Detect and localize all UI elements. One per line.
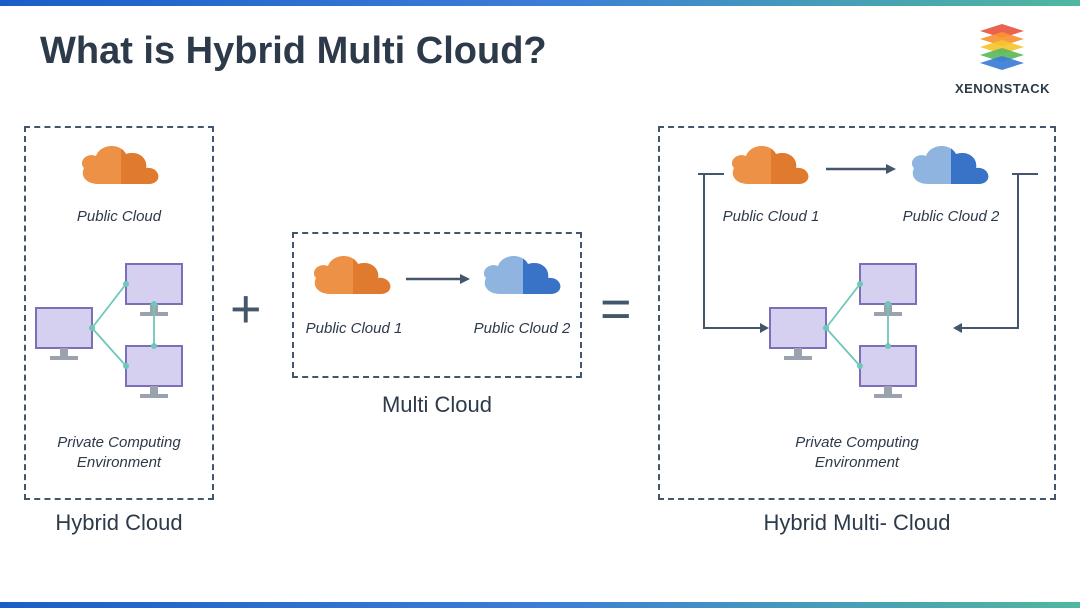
- multi-panel-title: Multi Cloud: [292, 392, 582, 418]
- stack-icon: [970, 18, 1034, 72]
- arrow-icon: [404, 272, 472, 286]
- page-title: What is Hybrid Multi Cloud?: [40, 30, 547, 73]
- multi-panel: Public Cloud 1 Public Cloud 2: [292, 232, 582, 378]
- brand-logo: XENONSTACK: [955, 18, 1050, 96]
- plus-operator: +: [230, 278, 262, 340]
- cloud-icon: [478, 250, 568, 310]
- result-panel: Public Cloud 1 Public Cloud 2 Private Co…: [658, 126, 1056, 500]
- equals-operator: =: [600, 278, 632, 340]
- result-panel-title: Hybrid Multi- Cloud: [658, 510, 1056, 536]
- private-env-label-1: Private Computing: [26, 434, 212, 451]
- top-accent-bar: [0, 0, 1080, 6]
- multi-cloud2-label: Public Cloud 2: [462, 320, 582, 337]
- cloud-icon: [76, 140, 166, 200]
- brand-name: XENONSTACK: [955, 81, 1050, 96]
- private-env-icon: [768, 258, 958, 428]
- private-env-label-2: Environment: [26, 454, 212, 471]
- hybrid-panel-title: Hybrid Cloud: [24, 510, 214, 536]
- multi-cloud1-label: Public Cloud 1: [294, 320, 414, 337]
- private-env-icon: [34, 258, 208, 428]
- hybrid-panel: Public Cloud Private Computing Environme…: [24, 126, 214, 500]
- public-cloud-label: Public Cloud: [26, 208, 212, 225]
- result-private-label-1: Private Computing: [660, 434, 1054, 451]
- result-private-label-2: Environment: [660, 454, 1054, 471]
- cloud-icon: [308, 250, 398, 310]
- bottom-accent-bar: [0, 602, 1080, 608]
